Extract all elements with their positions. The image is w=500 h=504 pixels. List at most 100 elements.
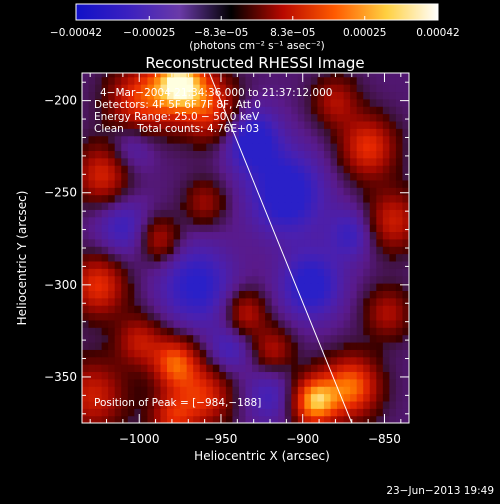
heatmap-cell [232, 341, 240, 350]
heatmap-cell [121, 268, 129, 277]
heatmap-cell [356, 260, 364, 269]
heatmap-cell [350, 400, 358, 409]
heatmap-cell [330, 209, 338, 218]
heatmap-cell [369, 378, 377, 387]
heatmap-cell [343, 415, 351, 423]
heatmap-cell [369, 246, 377, 255]
heatmap-cell [291, 98, 299, 107]
heatmap-cell [363, 356, 371, 365]
heatmap-cell [369, 128, 377, 137]
heatmap-cell [225, 231, 234, 240]
heatmap-cell [350, 165, 358, 174]
heatmap-cell [389, 73, 397, 78]
heatmap-cell [212, 341, 220, 350]
heatmap-cell [193, 371, 201, 380]
heatmap-cell [382, 297, 390, 306]
heatmap-cell [160, 150, 168, 159]
heatmap-cell [265, 400, 273, 409]
heatmap-cell [238, 201, 247, 210]
heatmap-cell [395, 128, 404, 137]
heatmap-cell [310, 231, 319, 240]
heatmap-cell [180, 319, 188, 328]
heatmap-cell [297, 400, 305, 409]
heatmap-cell [330, 231, 338, 240]
heatmap-cell [265, 194, 273, 203]
colorbar-gradient [75, 3, 439, 21]
heatmap-cell [167, 91, 175, 100]
heatmap-cell [317, 187, 325, 196]
heatmap-cell [108, 150, 116, 159]
heatmap-cell [193, 194, 201, 203]
heatmap-cell [252, 334, 260, 343]
heatmap-cell [212, 312, 220, 321]
heatmap-cell [88, 305, 96, 314]
heatmap-cell [369, 224, 377, 233]
heatmap-cell [193, 73, 201, 78]
heatmap-cell [350, 283, 358, 291]
heatmap-cell [271, 260, 279, 269]
heatmap-cell [265, 378, 273, 387]
heatmap-cell [402, 275, 409, 284]
heatmap-cell [284, 371, 292, 380]
heatmap-cell [395, 349, 404, 358]
heatmap-cell [140, 143, 148, 151]
heatmap-cell [330, 341, 338, 350]
heatmap-cell [376, 98, 384, 107]
heatmap-cell [225, 76, 234, 85]
heatmap-cell [121, 393, 129, 402]
annotation-detectors: Detectors: 4F 5F 6F 7F 8F, Att 0 [94, 99, 261, 111]
heatmap-cell [180, 143, 188, 151]
heatmap-cell [88, 201, 96, 210]
heatmap-cell [212, 194, 220, 203]
heatmap-cell [271, 194, 279, 203]
heatmap-cell [376, 150, 384, 159]
heatmap-cell [219, 268, 227, 277]
heatmap-cell [212, 179, 220, 188]
heatmap-cell [382, 408, 390, 417]
heatmap-cell [121, 187, 129, 196]
y-axis-ticks: −200−250−300−350 [44, 81, 409, 415]
heatmap-cell [193, 327, 201, 336]
heatmap-cell [389, 364, 397, 373]
heatmap-cell [395, 157, 404, 166]
heatmap-cell [284, 393, 292, 402]
heatmap-cell [382, 224, 390, 233]
heatmap-cell [134, 91, 142, 100]
heatmap-cell [127, 371, 135, 380]
heatmap-cell [193, 238, 201, 247]
heatmap-cell [121, 290, 129, 299]
heatmap-cell [245, 297, 253, 306]
heatmap-cell [376, 408, 384, 417]
heatmap-cell [376, 216, 384, 225]
heatmap-cell [186, 179, 194, 188]
heatmap-cell [265, 216, 273, 225]
heatmap-cell [310, 143, 319, 151]
heatmap-cell [252, 128, 260, 137]
heatmap-cell [395, 106, 404, 115]
heatmap-cell [153, 253, 162, 262]
heatmap-cell [317, 275, 325, 284]
heatmap-cell [291, 253, 299, 262]
heatmap-cell [206, 386, 214, 395]
heatmap-cell [310, 120, 319, 129]
heatmap-cell [108, 290, 116, 299]
heatmap-cell [356, 283, 364, 291]
heatmap-cell [389, 216, 397, 225]
heatmap-cell [212, 135, 220, 144]
heatmap-cell [350, 253, 358, 262]
heatmap-cell [317, 364, 325, 373]
heatmap-cell [173, 364, 181, 373]
heatmap-cell [134, 312, 142, 321]
heatmap-cell [402, 231, 409, 240]
heatmap-cell [206, 209, 214, 218]
heatmap-cell [252, 290, 260, 299]
heatmap-cell [147, 364, 155, 373]
heatmap-cell [238, 209, 247, 218]
heatmap-cell [356, 106, 364, 115]
heatmap-cell [343, 253, 351, 262]
heatmap-cell [167, 113, 175, 122]
heatmap-cell [134, 224, 142, 233]
heatmap-cell [121, 231, 129, 240]
heatmap-cell [134, 356, 142, 365]
heatmap-cell [82, 297, 90, 306]
